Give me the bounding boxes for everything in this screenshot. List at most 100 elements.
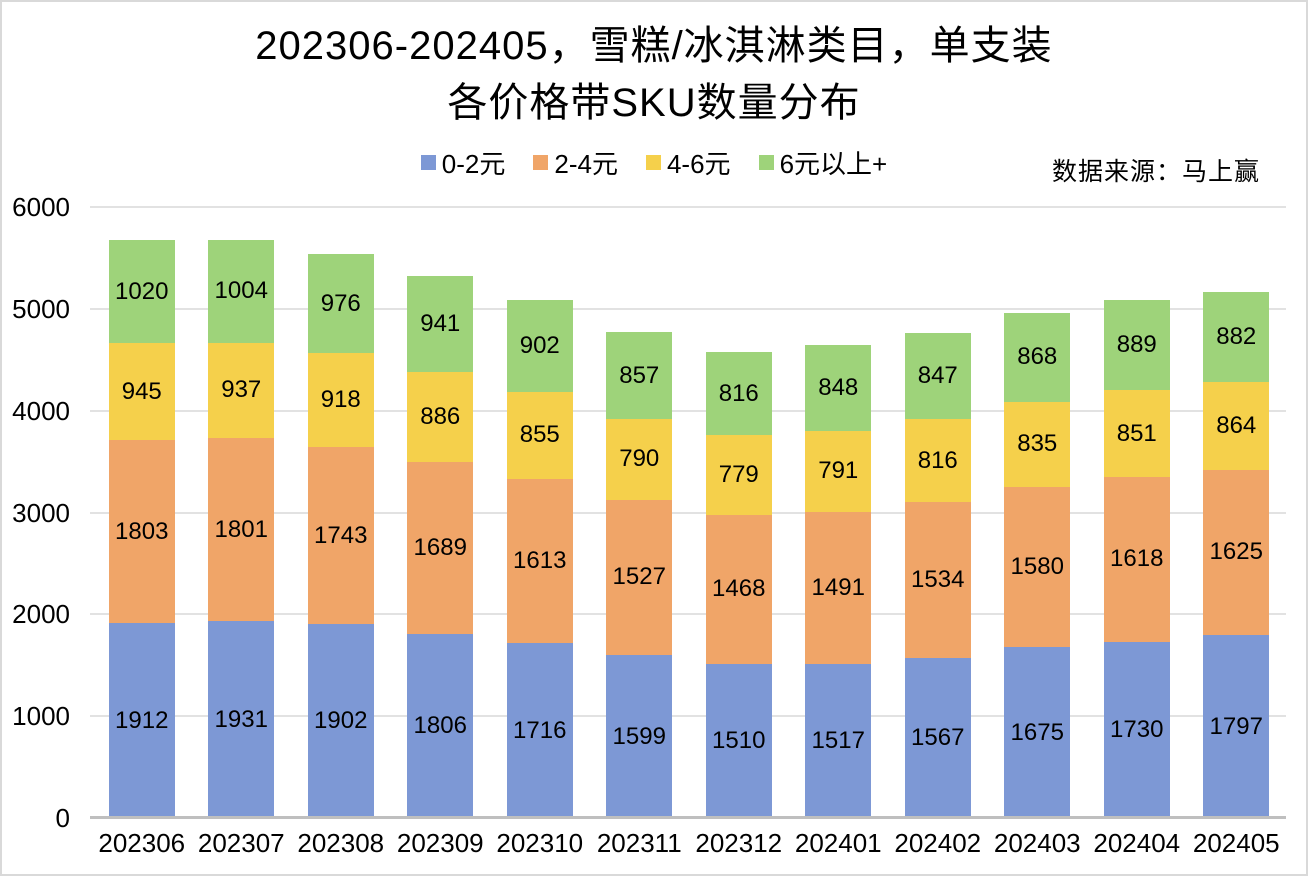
bar-segment: 1797	[1203, 635, 1270, 818]
bar-slot-202402: 847 816 1534 1567	[888, 207, 988, 818]
bar-value-label: 1580	[1010, 552, 1064, 580]
bar-column-202402: 847 816 1534 1567	[904, 207, 971, 818]
bar-segment: 1716	[506, 643, 573, 818]
plot-area: 1020 945 1803 1912 1004 937 1801 1931 976 918 1743…	[90, 206, 1287, 819]
bar-slot-202405: 882 864 1625 1797	[1187, 207, 1287, 818]
bar-slot-202311: 857 790 1527 1599	[590, 207, 690, 818]
bar-segment: 855	[506, 391, 573, 480]
gridline	[90, 206, 1286, 208]
chart-title: 202306-202405，雪糕/冰淇淋类目，单支装 各价格带SKU数量分布	[2, 18, 1306, 132]
bar-segment: 1743	[307, 446, 374, 625]
bar-segment: 1613	[506, 479, 573, 644]
bar-segment: 902	[506, 300, 573, 392]
bar-segment: 868	[1004, 313, 1071, 402]
bar-segment: 1675	[1004, 647, 1071, 818]
bar-segment: 1931	[208, 621, 275, 818]
x-axis: 202306 202307 202308 202309 202310 202311 2023…	[92, 828, 1286, 864]
legend-swatch-icon	[758, 155, 774, 170]
bar-value-label: 790	[619, 445, 660, 473]
bar-value-label: 779	[718, 461, 759, 489]
y-axis: 0 1000 2000 3000 4000 5000 6000	[2, 194, 82, 831]
y-axis-tick-label: 3000	[12, 497, 70, 528]
bar-value-label: 1797	[1209, 712, 1263, 740]
bar-segment: 816	[904, 419, 971, 503]
legend-swatch-icon	[533, 155, 549, 170]
legend-item-3: 6元以上+	[758, 144, 888, 181]
legend-label: 0-2元	[441, 149, 506, 179]
bar-value-label: 847	[917, 362, 958, 390]
bar-value-label: 1618	[1110, 545, 1164, 573]
bar-column-202310: 902 855 1613 1716	[506, 207, 573, 818]
bar-segment: 1730	[1103, 641, 1170, 818]
bar-slot-202404: 889 851 1618 1730	[1087, 207, 1187, 818]
bar-segment: 1902	[307, 624, 374, 818]
bar-segment: 1517	[805, 663, 872, 818]
x-axis-category-label: 202306	[98, 828, 186, 858]
bar-column-202306: 1020 945 1803 1912	[108, 207, 175, 818]
bar-segment: 864	[1203, 381, 1270, 470]
bar-value-label: 918	[320, 386, 361, 414]
bar-value-label: 889	[1116, 331, 1157, 359]
bar-value-label: 1567	[911, 724, 965, 752]
bar-column-202401: 848 791 1491 1517	[805, 207, 872, 818]
x-axis-category-label: 202402	[894, 828, 982, 858]
bar-value-label: 1527	[612, 563, 666, 591]
bar-segment: 1801	[208, 437, 275, 622]
bar-value-label: 848	[818, 373, 859, 401]
bar-value-label: 855	[519, 421, 560, 449]
bar-column-202307: 1004 937 1801 1931	[208, 207, 275, 818]
legend-label: 6元以上+	[779, 149, 888, 179]
x-axis-category-label: 202308	[297, 828, 385, 858]
bar-column-202403: 868 835 1580 1675	[1004, 207, 1071, 818]
bar-segment: 1580	[1004, 486, 1071, 648]
bar-value-label: 1716	[513, 716, 567, 744]
legend-label: 4-6元	[666, 149, 731, 179]
bar-segment: 882	[1203, 291, 1270, 382]
legend: 0-2元 2-4元 4-6元 6元以上+	[2, 144, 1306, 181]
bar-segment: 1625	[1203, 469, 1270, 636]
bar-segment: 1534	[904, 502, 971, 659]
bar-segment: 976	[307, 254, 374, 354]
bar-segment: 1491	[805, 511, 872, 664]
bar-segment: 886	[407, 371, 474, 463]
bar-slot-202403: 868 835 1580 1675	[988, 207, 1088, 818]
bar-value-label: 1468	[712, 575, 766, 603]
bar-column-202308: 976 918 1743 1902	[307, 207, 374, 818]
bar-value-label: 1806	[413, 712, 467, 740]
bar-segment: 941	[407, 276, 474, 372]
bar-segment: 889	[1103, 299, 1170, 391]
y-axis-tick-label: 0	[55, 803, 70, 833]
x-axis-category-label: 202405	[1192, 828, 1280, 858]
bar-value-label: 1730	[1110, 715, 1164, 743]
bar-value-label: 1912	[115, 706, 169, 734]
bar-segment: 816	[705, 352, 772, 436]
bar-slot-202307: 1004 937 1801 1931	[192, 207, 292, 818]
source-note: 数据来源：马上赢	[1051, 158, 1260, 186]
bar-segment: 1468	[705, 514, 772, 665]
bar-value-label: 882	[1216, 322, 1257, 350]
bar-column-202404: 889 851 1618 1730	[1103, 207, 1170, 818]
bar-value-label: 941	[420, 309, 461, 337]
bar-segment: 1803	[108, 439, 175, 624]
bar-value-label: 1613	[513, 547, 567, 575]
bar-value-label: 791	[818, 457, 859, 485]
bar-segment: 1618	[1103, 477, 1170, 642]
bar-segment: 1599	[606, 655, 673, 818]
y-axis-tick-label: 4000	[12, 395, 70, 426]
bar-segment: 945	[108, 343, 175, 440]
bar-segment: 1510	[705, 664, 772, 818]
bar-segment: 851	[1103, 390, 1170, 478]
bar-slot-202309: 941 886 1689 1806	[391, 207, 491, 818]
bar-value-label: 1517	[811, 726, 865, 754]
y-axis-tick-label: 5000	[12, 293, 70, 324]
bar-value-label: 1675	[1010, 718, 1064, 746]
bar-segment: 857	[606, 331, 673, 420]
x-axis-line	[90, 816, 1286, 819]
bar-value-label: 816	[718, 379, 759, 407]
bar-segment: 1004	[208, 240, 275, 343]
bar-value-label: 1931	[214, 705, 268, 733]
legend-swatch-icon	[420, 155, 436, 170]
gridline	[90, 715, 1286, 718]
bar-segment: 918	[307, 353, 374, 447]
